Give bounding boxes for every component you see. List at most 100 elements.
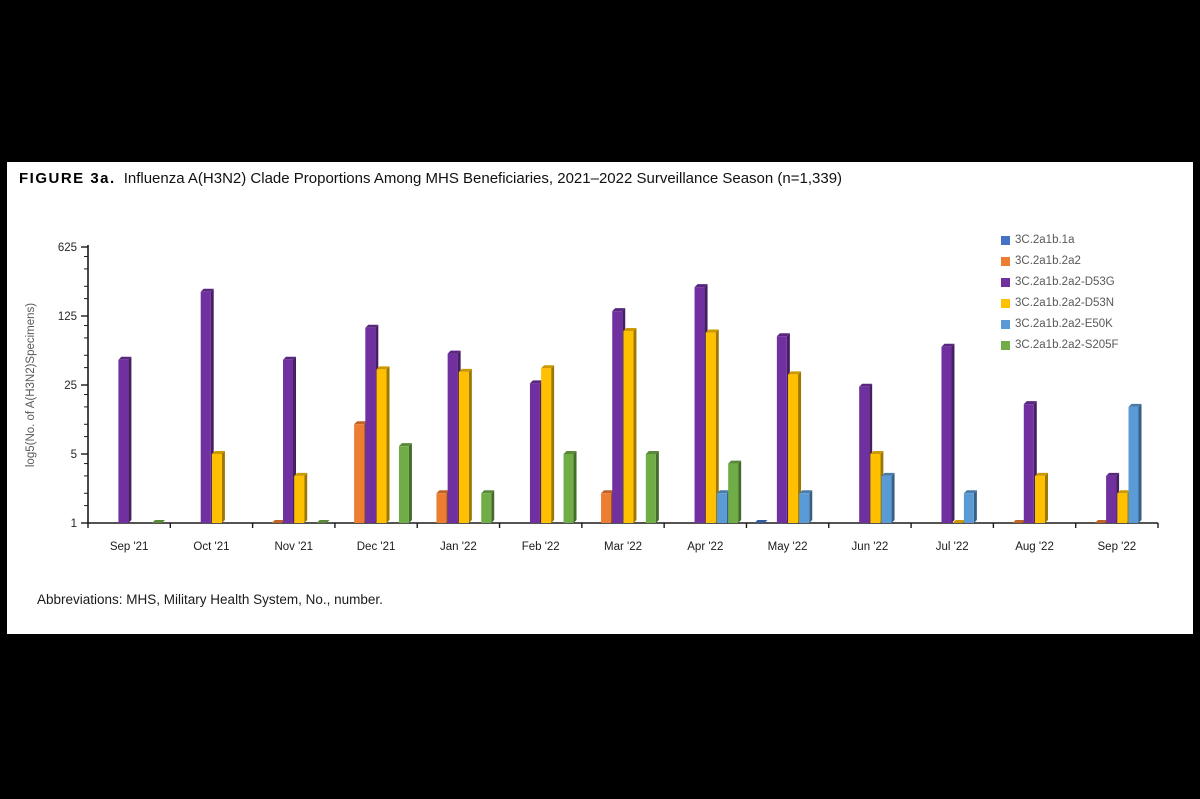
bar [694,287,705,523]
bar [118,359,129,523]
chart-legend: 3C.2a1b.1a 3C.2a1b.2a2 3C.2a1b.2a2-D53G 3C.… [1001,234,1119,351]
y-axis-title: log5(No. of A(H3N2)Specimens) [25,303,37,467]
bar-cap [870,451,884,454]
x-tick-label: Apr '22 [687,541,723,553]
legend-item: 3C.2a1b.1a [1001,234,1119,246]
x-tick-label: Dec '21 [357,541,396,553]
bar-cap [694,284,708,288]
x-tick-label: Jan '22 [440,541,477,553]
bar-cap [612,308,626,312]
bar [1106,475,1117,523]
bar-cap [283,356,297,360]
x-tick-label: Oct '21 [193,541,229,553]
bar-side [468,368,472,523]
bar [1023,404,1034,523]
bar-cap [200,288,214,292]
bar [447,353,458,523]
x-tick-label: Sep '21 [110,541,149,553]
bar [799,493,810,523]
legend-item: 3C.2a1b.2a2-E50K [1001,318,1119,330]
figure-title: FIGURE 3a. Influenza A(H3N2) Clade Propor… [19,170,842,187]
bar-cap [799,490,813,494]
bar-cap [776,333,790,337]
x-tick-label: Feb '22 [522,541,560,553]
bar [645,454,656,523]
x-tick-label: Nov '21 [274,541,313,553]
x-tick-label: Jul '22 [936,541,969,553]
bar-side [491,490,495,523]
bar [776,336,787,523]
bar-side [1044,472,1048,523]
bar-cap [447,350,461,354]
bar [728,463,739,523]
bar-cap [152,520,165,523]
bar [859,386,870,523]
bar [376,369,387,523]
bar [481,493,492,523]
bar [1034,475,1045,523]
legend-label: 3C.2a1b.2a2 [1015,255,1081,267]
figure-footnote: Abbreviations: MHS, Military Health Syst… [37,592,383,607]
bar-cap [1117,490,1131,494]
bar [716,493,727,523]
legend-item: 3C.2a1b.2a2-S205F [1001,339,1119,351]
figure-number-label: FIGURE 3a. [19,170,116,187]
bar [612,311,623,523]
legend-label: 3C.2a1b.2a2-E50K [1015,318,1113,330]
bar-cap [645,451,659,454]
bar-cap [294,472,308,476]
bar-side [633,328,637,523]
bar [623,331,634,523]
bar [354,424,365,523]
bar-cap [436,490,450,494]
bar [398,446,409,523]
bar-cap [563,451,577,454]
bar-cap [1106,472,1120,476]
bar [211,454,222,523]
x-tick-label: May '22 [768,541,808,553]
bar-cap [541,365,555,369]
bar-cap [316,520,330,523]
x-tick-label: Mar '22 [604,541,642,553]
bar-chart: 1 5 25 125 625 Sep '21 Oct '21 Nov '21 Dec '21 Ja… [25,242,1159,553]
bar-cap [211,451,225,454]
bar [458,371,469,523]
legend-label: 3C.2a1b.1a [1015,234,1075,246]
y-tick-label: 125 [58,311,77,323]
legend-swatch-icon [1001,235,1010,245]
bar [881,475,892,523]
bar-side [573,451,577,523]
bar-side [655,451,659,523]
bar [705,332,716,523]
bar-cap [398,443,412,447]
bar-cap [1034,472,1048,476]
legend-label: 3C.2a1b.2a2-S205F [1015,339,1119,351]
bar-cap [1094,520,1108,523]
bar-side [408,443,412,523]
bar [541,368,552,523]
bar-cap [881,472,895,476]
bar [870,454,881,523]
x-tick-label: Jun '22 [852,541,889,553]
bar-cap [963,490,977,494]
bar-cap [859,383,873,387]
bar [200,291,211,523]
bar-cap [1012,520,1026,523]
legend-swatch-icon [1001,319,1010,329]
legend-swatch-icon [1001,298,1010,308]
legend-item: 3C.2a1b.2a2-D53N [1001,297,1119,309]
bar-side [798,371,802,523]
bar-cap [458,368,472,372]
legend-label: 3C.2a1b.2a2-D53G [1015,276,1115,288]
bar-cap [952,520,966,523]
bar-cap [1128,403,1142,407]
bar [788,374,799,523]
legend-label: 3C.2a1b.2a2-D53N [1015,297,1115,309]
bar-side [891,472,895,523]
bar-cap [754,520,768,523]
y-tick-label: 625 [58,242,77,254]
bar [1117,493,1128,523]
bar [436,493,447,523]
bar-cap [941,343,955,347]
